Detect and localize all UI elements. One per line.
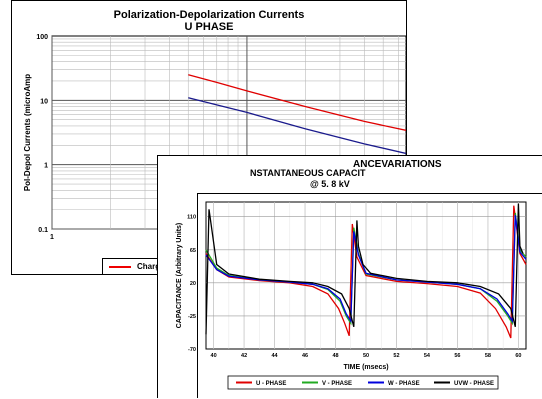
pol-chart-title: Polarization-Depolarization Currents <box>113 9 305 21</box>
pol-y-tick-label: 1 <box>44 163 48 170</box>
pol-x-tick-label: 1 <box>50 234 54 241</box>
pol-y-axis-label: Pol-Depol Currents (microAmp <box>23 74 32 191</box>
cap-x-tick-label: 46 <box>302 353 308 359</box>
pol-y-tick-label: 0.1 <box>38 227 48 234</box>
cap-y-axis-label: CAPACITANCE (Arbitrary Units) <box>176 223 183 329</box>
pol-y-tick-label: 10 <box>40 98 48 105</box>
cap-x-tick-label: 40 <box>211 353 217 359</box>
cap-x-tick-label: 56 <box>454 353 460 359</box>
cap-x-tick-label: 60 <box>515 353 521 359</box>
cap-title-fragment: ANCEVARIATIONS <box>353 159 442 170</box>
capacitance-chart-panel: 40 42 44 46 48 50 52 54 56 58 60 TIME (msecs) U - PH… <box>197 193 542 398</box>
discharging-series-line <box>188 97 406 155</box>
cap-y-axis-svg: 110 65 20 -25 -70 CAPACITANCE (Arbitrary Unit… <box>176 215 196 353</box>
cap-x-tick-label: 48 <box>332 353 338 359</box>
cap-legend-label: V - PHASE <box>322 381 352 387</box>
w-phase-series-line <box>205 215 527 324</box>
u-phase-series-line <box>205 205 527 339</box>
charging-legend-swatch <box>109 265 131 268</box>
cap-y-tick-label: 110 <box>187 215 196 221</box>
cap-y-tick-label: 65 <box>190 248 196 254</box>
pol-y-tick-label: 100 <box>36 34 48 41</box>
cap-y-tick-label: -70 <box>188 347 196 353</box>
cap-y-tick-label: -25 <box>188 314 196 320</box>
cap-x-tick-label: 50 <box>363 353 369 359</box>
cap-legend-label: U - PHASE <box>256 381 286 387</box>
cap-x-tick-label: 58 <box>485 353 491 359</box>
cap-chart-svg: 40 42 44 46 48 50 52 54 56 58 60 TIME (msecs) U - PH… <box>205 201 527 390</box>
cap-chart-subtitle: @ 5. 8 kV <box>310 179 350 189</box>
cap-x-tick-label: 42 <box>241 353 247 359</box>
cap-legend <box>227 375 499 390</box>
cap-legend-label: UVW - PHASE <box>454 381 494 387</box>
charging-legend-label: Charging <box>137 262 173 271</box>
cap-legend-label: W - PHASE <box>388 381 420 387</box>
pol-chart-subtitle: U PHASE <box>184 21 234 33</box>
cap-x-tick-label: 52 <box>393 353 399 359</box>
cap-x-tick-label: 44 <box>272 353 279 359</box>
cap-y-tick-label: 20 <box>190 281 196 287</box>
cap-x-tick-label: 54 <box>424 353 431 359</box>
charging-series-line <box>188 74 406 132</box>
cap-chart-title: NSTANTANEOUS CAPACIT <box>250 168 366 178</box>
cap-x-axis-label: TIME (msecs) <box>343 364 388 371</box>
uvw-phase-series-line <box>205 203 524 335</box>
